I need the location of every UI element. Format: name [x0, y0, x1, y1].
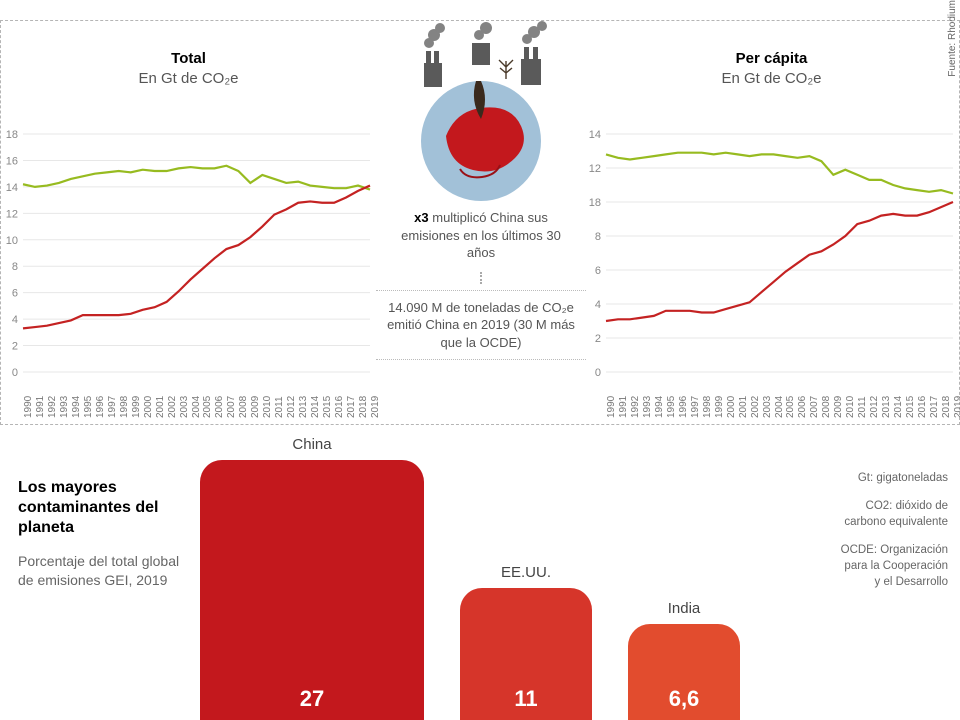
chart-total-xaxis: 1990199119921993199419951996199719981999…: [23, 380, 373, 426]
separator-icon: [480, 272, 482, 284]
svg-text:4: 4: [12, 314, 18, 326]
top-charts-panel: Total En Gt de CO₂e 0 2 4 6 8 10 12 14 16 18 1990…: [0, 20, 960, 425]
glossary-item: CO2: dióxido de carbono equivalente: [838, 498, 948, 530]
svg-text:0: 0: [12, 367, 18, 378]
svg-text:18: 18: [6, 129, 18, 141]
svg-text:6: 6: [595, 265, 601, 277]
svg-text:12: 12: [6, 208, 18, 220]
svg-text:10: 10: [6, 235, 18, 247]
callout-multiplier: x3 multiplicó China sus emisiones en los…: [376, 201, 586, 272]
svg-text:14: 14: [589, 129, 601, 141]
chart-total-svg: 0 2 4 6 8 10 12 14 16 18: [1, 128, 376, 378]
bottom-subheading: Porcentaje del total global de emisiones…: [18, 552, 188, 590]
svg-text:8: 8: [12, 261, 18, 273]
globe-illustration: [376, 21, 586, 201]
chart-percapita-title: Per cápita: [736, 50, 808, 67]
svg-text:12: 12: [589, 163, 601, 175]
chart-total-title: Total: [171, 50, 206, 67]
bottom-heading-block: Los mayores contaminantes del planeta Po…: [18, 478, 188, 590]
chart-total: Total En Gt de CO₂e 0 2 4 6 8 10 12 14 16 18 1990…: [1, 21, 376, 426]
center-column: x3 multiplicó China sus emisiones en los…: [376, 21, 586, 441]
bar-china: China27: [200, 460, 424, 720]
chart-percapita-svg: 0 2 4 6 8 18 12 14: [584, 128, 959, 378]
svg-text:18: 18: [589, 197, 601, 209]
svg-text:8: 8: [595, 231, 601, 243]
svg-text:4: 4: [595, 299, 601, 311]
bar-value: 11: [460, 686, 592, 712]
svg-text:2: 2: [595, 333, 601, 345]
chart-total-subtitle: En Gt de CO₂e: [138, 70, 238, 87]
bottom-section: Los mayores contaminantes del planeta Po…: [0, 430, 960, 720]
bar-value: 6,6: [628, 686, 740, 712]
svg-text:14: 14: [6, 182, 18, 194]
svg-text:2: 2: [12, 341, 18, 353]
svg-text:6: 6: [12, 288, 18, 300]
svg-text:0: 0: [595, 367, 601, 378]
chart-percapita: Per cápita En Gt de CO₂e 0 2 4 6 8 18 12 14 199…: [584, 21, 959, 426]
svg-text:16: 16: [6, 155, 18, 167]
bottom-heading: Los mayores contaminantes del planeta: [18, 478, 188, 538]
glossary-item: OCDE: Organización para la Cooperación y…: [838, 542, 948, 590]
bar-label: India: [628, 600, 740, 617]
bar-label: China: [200, 436, 424, 453]
bar-value: 27: [200, 686, 424, 712]
chart-percapita-xaxis: 1990199119921993199419951996199719981999…: [606, 380, 956, 426]
bar-label: EE.UU.: [460, 564, 592, 581]
bar-ee.uu.: EE.UU.11: [460, 588, 592, 720]
chart-percapita-subtitle: En Gt de CO₂e: [721, 70, 821, 87]
callout-tonnes: 14.090 M de toneladas de CO₂e emitió Chi…: [376, 290, 586, 361]
bars-group: China27EE.UU.11India6,6: [200, 430, 800, 720]
bar-india: India6,6: [628, 624, 740, 720]
glossary: Gt: gigatoneladas CO2: dióxido de carbono…: [838, 470, 948, 603]
glossary-item: Gt: gigatoneladas: [838, 470, 948, 486]
